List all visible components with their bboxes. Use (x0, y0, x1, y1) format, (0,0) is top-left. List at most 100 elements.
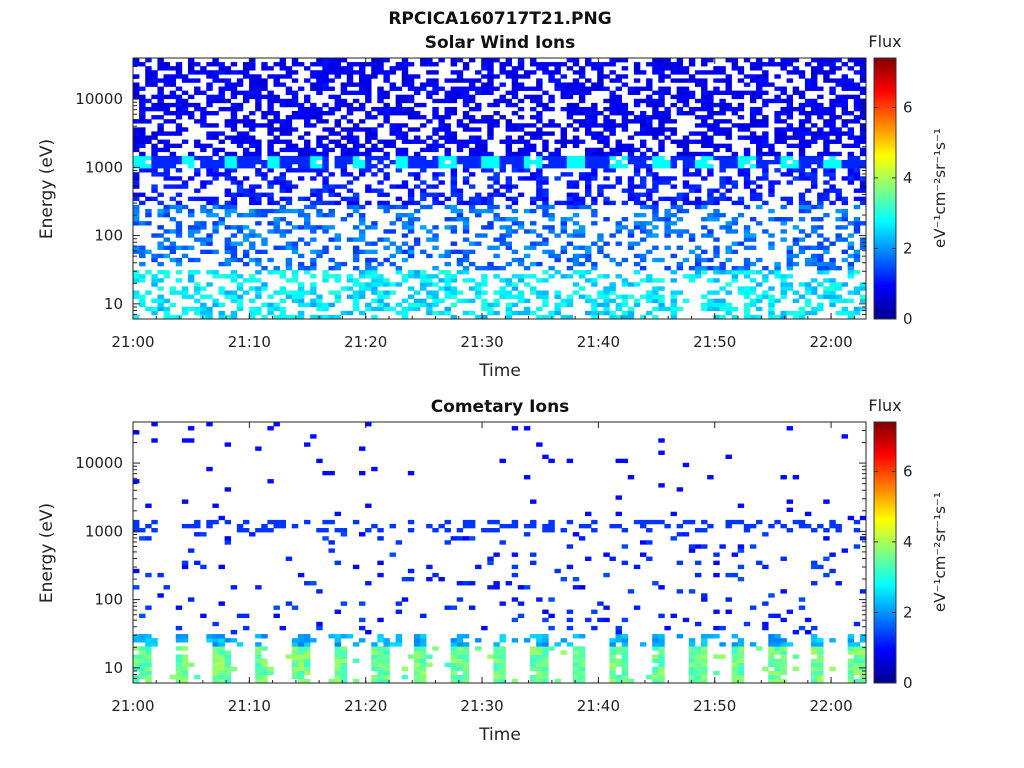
heatmap-cell (328, 314, 335, 320)
heatmap-cell (542, 638, 549, 643)
heatmap-cell (279, 159, 287, 165)
heatmap-cell (151, 131, 158, 136)
heatmap-cell (267, 102, 274, 108)
heatmap-cell (615, 164, 622, 169)
heatmap-cell (591, 261, 598, 267)
heatmap-cell (682, 135, 690, 140)
heatmap-cell (859, 515, 867, 521)
heatmap-cell (438, 576, 445, 582)
heatmap-cell (297, 176, 305, 181)
heatmap-cell (175, 261, 183, 267)
heatmap-cell (646, 102, 653, 108)
heatmap-cell (609, 678, 616, 684)
heatmap-cell (652, 212, 659, 218)
heatmap-cell (811, 634, 818, 639)
heatmap-cell (145, 290, 152, 295)
heatmap-cell (322, 470, 329, 476)
heatmap-cell (224, 249, 232, 255)
heatmap-cell (511, 229, 519, 234)
heatmap-cell (542, 249, 549, 255)
heatmap-cell (481, 155, 488, 161)
heatmap-cell (597, 62, 604, 67)
heatmap-cell (829, 70, 836, 75)
heatmap-cell (847, 638, 855, 643)
heatmap-cell (499, 290, 506, 295)
heatmap-cell (249, 306, 256, 312)
heatmap-cell (523, 229, 531, 234)
heatmap-cell (719, 212, 726, 218)
heatmap-cell (652, 164, 659, 169)
heatmap-cell (639, 204, 647, 210)
heatmap-cell (383, 650, 390, 655)
heatmap-cell (560, 229, 567, 234)
heatmap-cell (383, 208, 390, 214)
heatmap-cell (212, 204, 219, 210)
heatmap-cell (487, 102, 494, 108)
heatmap-cell (194, 286, 201, 291)
heatmap-cell (762, 62, 769, 67)
heatmap-cell (297, 678, 305, 684)
heatmap-cell (566, 233, 574, 238)
heatmap-cell (468, 184, 476, 189)
heatmap-cell (517, 86, 525, 91)
heatmap-cell (798, 168, 806, 173)
heatmap-cell (145, 66, 152, 71)
heatmap-cell (468, 208, 476, 214)
heatmap-cell (249, 62, 256, 67)
heatmap-cell (792, 143, 800, 149)
heatmap-cell (346, 66, 354, 71)
heatmap-cell (139, 674, 146, 680)
heatmap-cell (725, 164, 732, 169)
heatmap-cell (139, 274, 146, 279)
heatmap-cell (304, 115, 311, 120)
heatmap-cell (811, 286, 818, 291)
heatmap-cell (554, 151, 561, 157)
heatmap-cell (310, 274, 317, 279)
heatmap-cell (371, 135, 378, 140)
heatmap-cell (224, 70, 232, 75)
heatmap-cell (853, 650, 861, 655)
heatmap-cell (646, 78, 653, 83)
heatmap-cell (517, 290, 525, 295)
heatmap-cell (639, 257, 647, 263)
heatmap-cell (273, 151, 280, 157)
heatmap-cell (597, 294, 604, 299)
heatmap-cell (420, 666, 427, 672)
heatmap-cell (224, 119, 232, 124)
heatmap-cell (560, 90, 567, 96)
heatmap-cell (187, 597, 195, 602)
heatmap-cell (389, 127, 396, 132)
heatmap-cell (829, 261, 836, 267)
heatmap-cell (774, 274, 781, 279)
heatmap-cell (859, 670, 867, 676)
heatmap-cell (597, 131, 604, 136)
heatmap-cell (572, 585, 580, 590)
heatmap-cell (713, 290, 720, 295)
heatmap-cell (169, 257, 177, 263)
heatmap-cell (346, 286, 354, 291)
heatmap-cell (413, 115, 421, 120)
heatmap-cell (334, 650, 341, 655)
heatmap-cell (450, 646, 458, 651)
heatmap-cell (786, 217, 793, 222)
heatmap-cell (175, 658, 183, 663)
heatmap-cell (847, 180, 855, 185)
heatmap-cell (743, 294, 751, 299)
heatmap-cell (542, 670, 549, 676)
heatmap-cell (230, 135, 238, 140)
heatmap-cell (682, 172, 690, 177)
heatmap-cell (475, 208, 482, 214)
heatmap-cell (468, 147, 476, 153)
heatmap-cell (322, 127, 329, 132)
heatmap-cell (163, 184, 170, 189)
heatmap-cell (694, 139, 702, 144)
heatmap-cell (572, 58, 580, 63)
heatmap-cell (701, 674, 708, 680)
heatmap-cell (395, 123, 403, 128)
heatmap-cell (853, 164, 861, 169)
heatmap-cell (731, 678, 739, 684)
heatmap-cell (255, 270, 262, 275)
heatmap-cell (499, 241, 506, 246)
heatmap-cell (768, 270, 775, 275)
heatmap-cell (578, 585, 586, 590)
